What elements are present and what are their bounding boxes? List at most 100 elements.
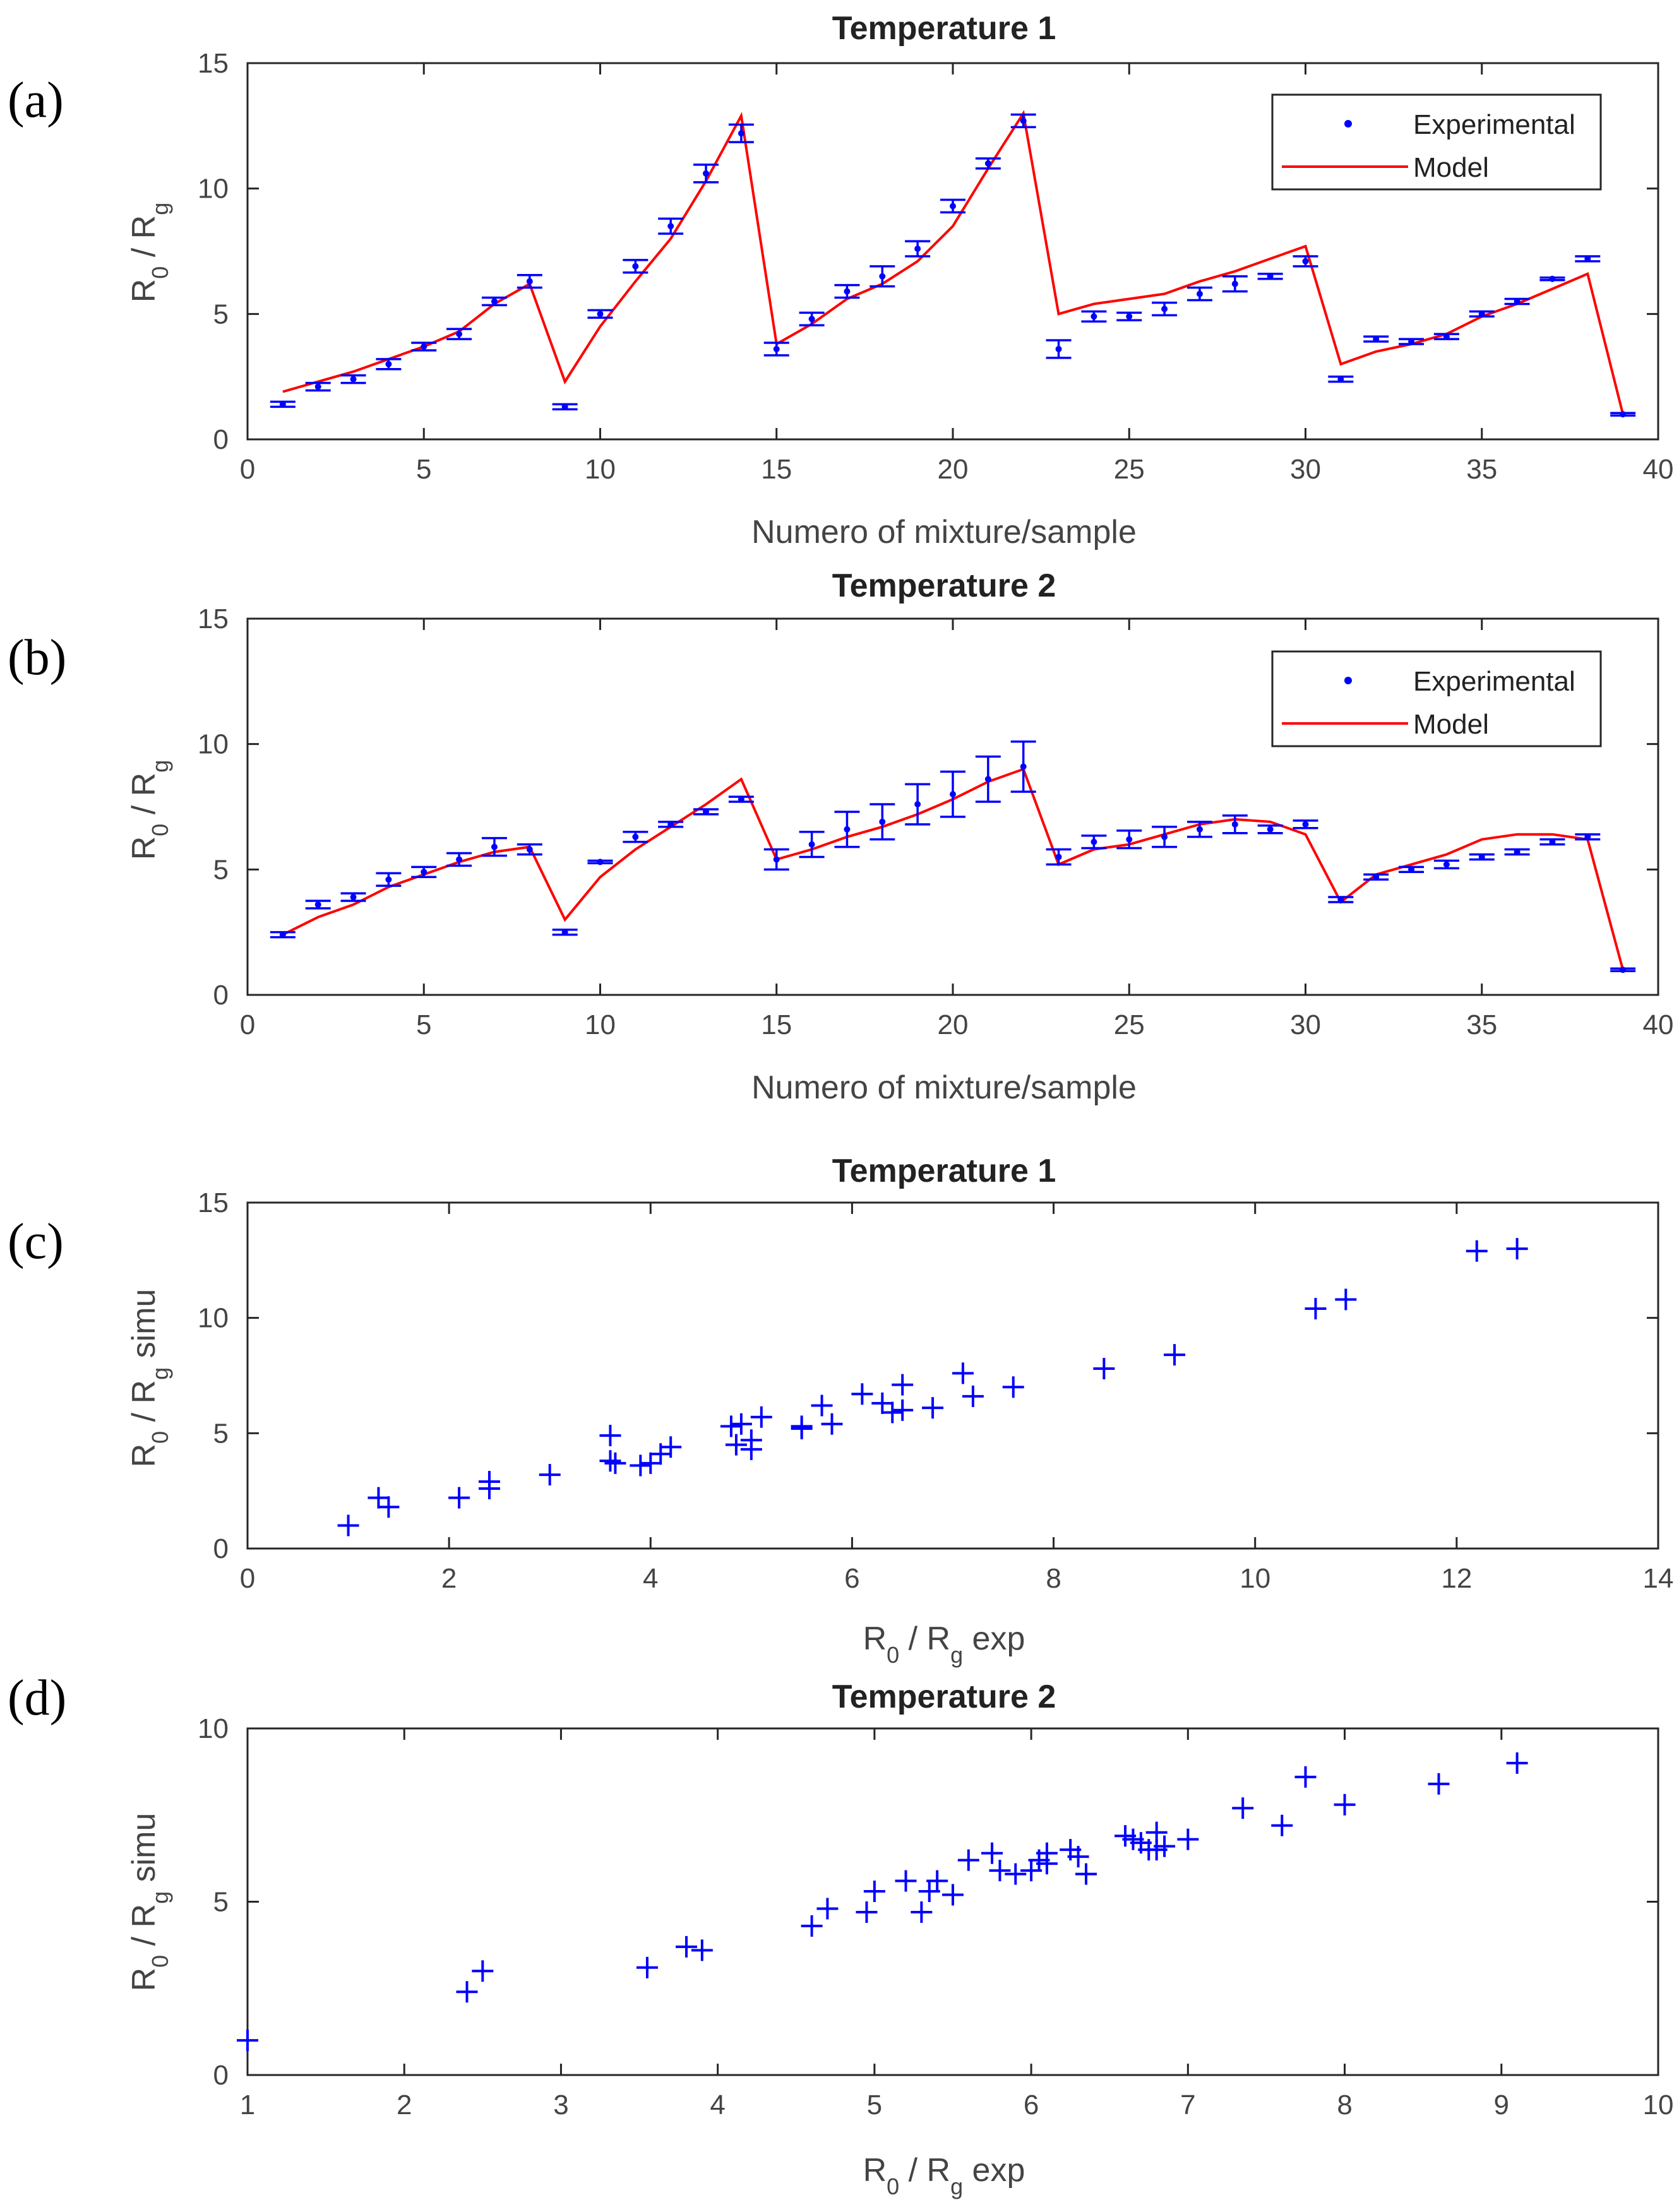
- data-point: [844, 826, 851, 833]
- panel-letter-c: (c): [8, 1214, 64, 1270]
- experimental-point-a: [411, 342, 437, 352]
- scatter-point-d: [981, 1842, 1003, 1864]
- experimental-point-a: [446, 328, 472, 340]
- experimental-point-a: [552, 403, 578, 411]
- experimental-point-b: [1081, 834, 1107, 850]
- scatter-point-c: [892, 1374, 914, 1396]
- x-tick-label-c: 10: [1240, 1563, 1270, 1594]
- experimental-point-a: [587, 309, 613, 319]
- chart-title-d: Temperature 2: [832, 1679, 1056, 1715]
- data-point: [879, 273, 886, 280]
- scatter-point-c: [640, 1452, 662, 1474]
- scatter-point-c: [892, 1399, 914, 1421]
- data-point: [1408, 866, 1415, 873]
- data-point: [914, 801, 921, 808]
- scatter-point-d: [957, 1849, 979, 1871]
- data-point: [385, 876, 392, 883]
- experimental-point-b: [799, 830, 825, 859]
- scatter-point-c: [539, 1464, 561, 1486]
- scatter-point-c: [851, 1383, 873, 1405]
- data-point: [314, 901, 321, 908]
- data-point: [1020, 763, 1027, 770]
- scatter-point-d: [1428, 1773, 1450, 1795]
- y-tick-label-a: 0: [213, 424, 229, 455]
- scatter-point-d: [911, 1901, 933, 1923]
- data-point: [1267, 826, 1274, 833]
- experimental-point-a: [869, 265, 895, 288]
- experimental-point-a: [1152, 301, 1178, 317]
- scatter-point-d: [989, 1860, 1011, 1882]
- experimental-point-a: [1257, 273, 1283, 280]
- scatter-point-c: [1466, 1240, 1488, 1262]
- data-point: [279, 931, 286, 938]
- chart-title-c: Temperature 1: [832, 1153, 1056, 1189]
- experimental-point-b: [869, 803, 895, 841]
- scatter-point-c: [337, 1514, 359, 1537]
- scatter-point-c: [1164, 1344, 1186, 1366]
- scatter-point-d: [926, 1870, 948, 1892]
- experimental-point-a: [1363, 335, 1389, 343]
- chart-title-b: Temperature 2: [832, 568, 1056, 604]
- panel-a: (a) Temperature 1 0 5 10 15 20 25 30 35 40 0 5 10 15…: [8, 10, 1673, 550]
- scatter-point-d: [1294, 1766, 1317, 1788]
- scatter-point-c: [821, 1413, 843, 1435]
- scatter-point-c: [922, 1397, 944, 1419]
- x-tick-label-d: 9: [1494, 2090, 1509, 2120]
- y-tick-label-c: 0: [213, 1533, 229, 1564]
- experimental-point-b: [940, 770, 965, 818]
- x-axis-label-d: R0 / Rg exp: [863, 2152, 1025, 2199]
- data-point: [844, 288, 851, 295]
- scatter-point-c: [1002, 1376, 1024, 1398]
- data-point: [456, 856, 463, 863]
- data-point: [421, 343, 427, 350]
- experimental-point-b: [834, 811, 860, 848]
- x-tick-label-d: 7: [1180, 2090, 1195, 2120]
- scatter-point-d: [691, 1939, 713, 1961]
- data-point: [738, 796, 744, 803]
- y-tick-label-b: 0: [213, 980, 229, 1011]
- data-point: [1337, 896, 1344, 903]
- scatter-point-c: [730, 1413, 752, 1435]
- data-point: [808, 841, 815, 848]
- x-tick-label-c: 4: [643, 1563, 658, 1594]
- experimental-point-b: [623, 830, 648, 843]
- experimental-point-a: [1610, 411, 1636, 418]
- panel-c: (c) Temperature 1 0 2 4 6 8 10 12 14 0 5 10 15 R0 /…: [8, 1153, 1673, 1668]
- experimental-point-b: [693, 808, 719, 816]
- scatter-point-d: [1075, 1863, 1097, 1885]
- data-point: [1055, 853, 1062, 860]
- experimental-point-b: [481, 836, 507, 857]
- legend-marker-experimental-a: [1344, 120, 1352, 128]
- y-axis-label-a: R0 / Rg: [126, 203, 173, 303]
- x-tick-label-b: 20: [938, 1009, 969, 1040]
- scatter-point-c: [604, 1452, 626, 1474]
- x-tick-label-b: 30: [1290, 1009, 1321, 1040]
- scatter-point-d: [1334, 1793, 1356, 1816]
- x-tick-label-a: 30: [1290, 454, 1321, 485]
- chart-title-a: Temperature 1: [832, 10, 1056, 47]
- legend-box-a: [1271, 93, 1602, 191]
- data-point: [632, 833, 639, 840]
- data-point: [421, 869, 427, 876]
- data-point: [1514, 298, 1521, 305]
- data-point: [984, 160, 991, 167]
- axes-box-c: [246, 1201, 1659, 1550]
- experimental-point-b: [1363, 873, 1389, 881]
- experimental-point-a: [1010, 113, 1036, 129]
- data-point: [1584, 255, 1591, 262]
- y-axis-label-b: R0 / Rg: [126, 760, 173, 860]
- experimental-point-b: [1046, 848, 1072, 866]
- x-tick-label-a: 20: [938, 454, 969, 485]
- scatter-point-c: [1093, 1358, 1115, 1380]
- scatter-point-d: [636, 1956, 658, 1978]
- data-point: [350, 376, 357, 383]
- scatter-point-c: [599, 1424, 621, 1446]
- data-point: [597, 859, 604, 865]
- data-point: [667, 223, 674, 230]
- x-tick-label-a: 25: [1114, 454, 1145, 485]
- experimental-point-b: [552, 928, 578, 936]
- data-point: [703, 170, 710, 177]
- experimental-point-a: [305, 381, 331, 392]
- y-tick-label-b: 10: [198, 729, 229, 760]
- x-axis-label-b: Numero of mixture/sample: [751, 1069, 1137, 1106]
